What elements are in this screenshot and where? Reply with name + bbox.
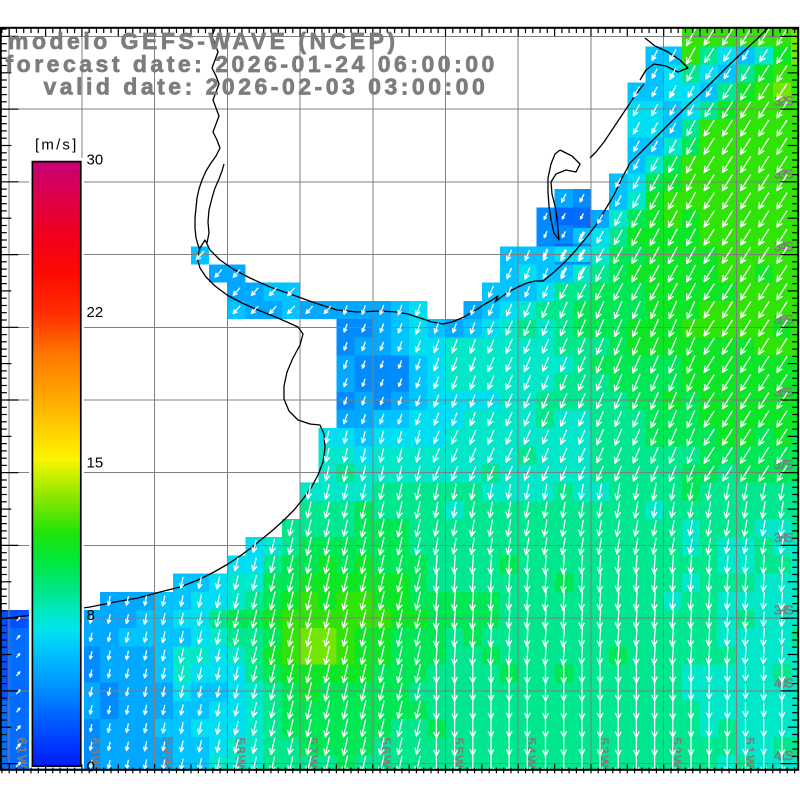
svg-text:modelo GEFS-WAVE (NCEP): modelo GEFS-WAVE (NCEP): [8, 28, 399, 54]
svg-text:22: 22: [87, 304, 104, 321]
svg-text:41S: 41S: [774, 748, 794, 763]
svg-text:0: 0: [87, 758, 95, 775]
svg-text:40S: 40S: [774, 675, 794, 690]
svg-text:valid date: 2026-02-03 03:00:0: valid date: 2026-02-03 03:00:00: [44, 74, 489, 100]
svg-text:forecast date: 2026-01-24 06:0: forecast date: 2026-01-24 06:00:00: [6, 51, 498, 77]
svg-text:15: 15: [87, 454, 104, 471]
svg-text:[m/s]: [m/s]: [35, 137, 79, 154]
svg-text:30: 30: [87, 151, 104, 168]
svg-text:59W: 59W: [160, 738, 175, 769]
svg-text:8: 8: [87, 607, 95, 624]
svg-text:39S: 39S: [774, 603, 794, 618]
svg-text:38S: 38S: [774, 530, 794, 545]
